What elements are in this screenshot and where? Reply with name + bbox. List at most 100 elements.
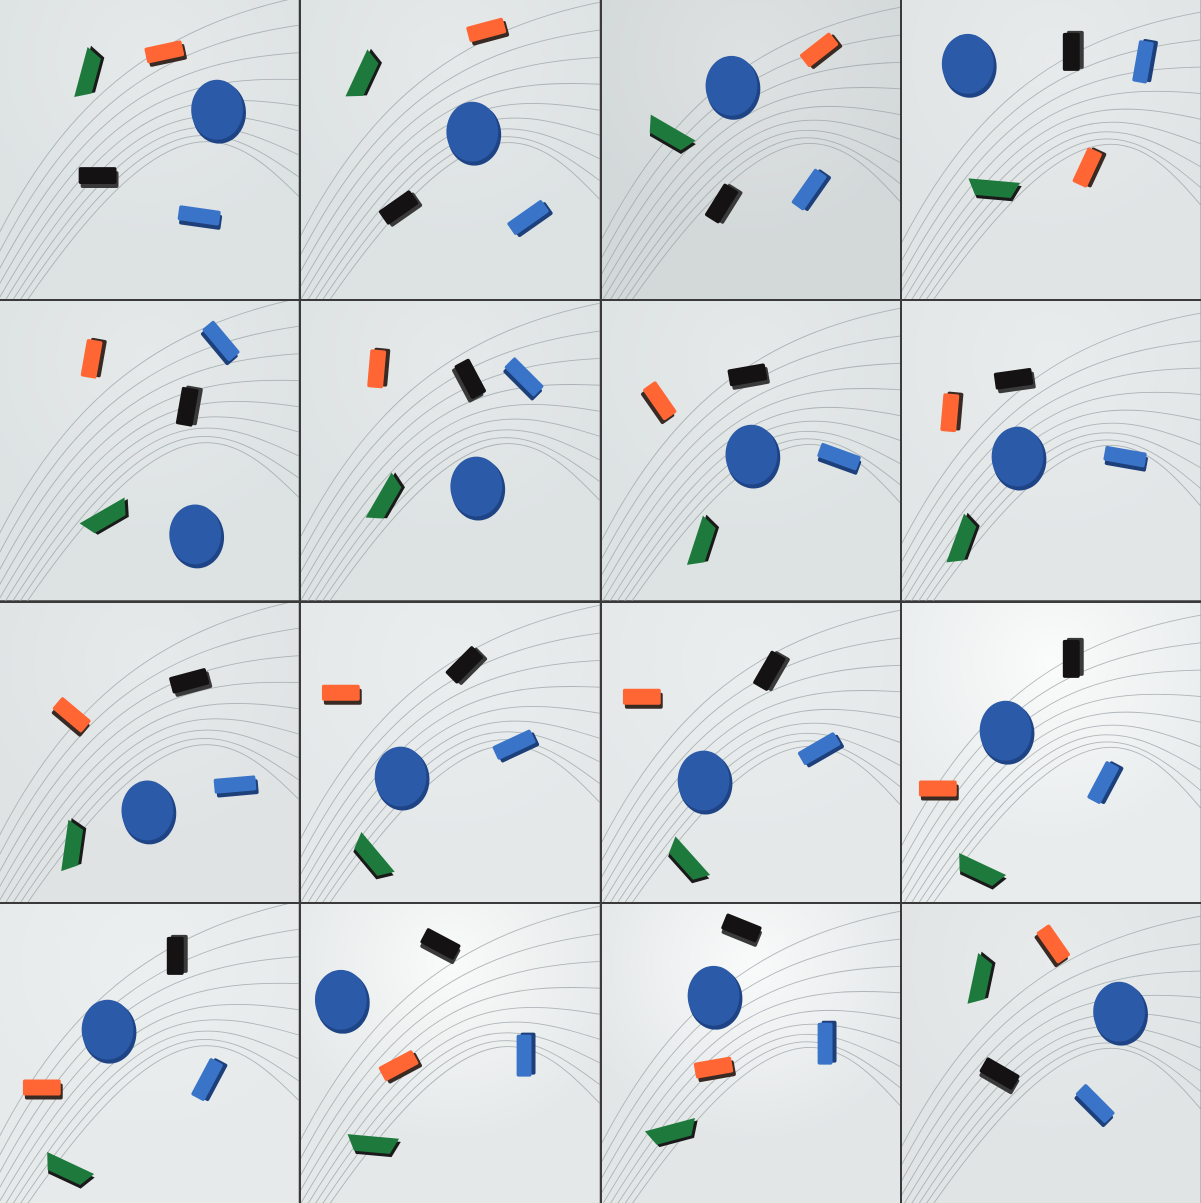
blue-disc-icon bbox=[687, 965, 742, 1030]
blue-block-icon bbox=[516, 1032, 536, 1077]
blue-block-icon bbox=[191, 1058, 228, 1101]
green-wedge-icon bbox=[61, 817, 87, 871]
orange-block-icon bbox=[940, 391, 964, 433]
green-wedge-icon bbox=[353, 831, 395, 879]
green-wedge-icon bbox=[967, 951, 996, 1004]
green-wedge-icon bbox=[79, 497, 129, 536]
blue-disc-icon bbox=[374, 746, 430, 810]
orange-block-icon bbox=[378, 1050, 422, 1084]
orange-block-icon bbox=[799, 32, 842, 69]
photo-frame bbox=[902, 903, 1201, 1203]
black-block-icon bbox=[1063, 30, 1084, 71]
printed-arc-lines bbox=[300, 905, 600, 1203]
green-wedge-icon bbox=[347, 1133, 401, 1157]
blue-disc-icon bbox=[979, 700, 1035, 765]
photo-frame bbox=[300, 602, 600, 902]
orange-block-icon bbox=[466, 17, 509, 46]
printed-arc-lines bbox=[300, 604, 600, 902]
black-block-icon bbox=[720, 913, 762, 947]
orange-block-icon bbox=[919, 780, 960, 801]
orange-block-icon bbox=[693, 1056, 736, 1082]
blue-disc-icon bbox=[991, 426, 1047, 491]
orange-block-icon bbox=[80, 338, 107, 379]
black-block-icon bbox=[994, 368, 1036, 394]
blue-block-icon bbox=[492, 729, 539, 762]
photo-frame bbox=[300, 903, 600, 1203]
green-wedge-icon bbox=[959, 852, 1007, 890]
orange-block-icon bbox=[51, 696, 91, 737]
blue-disc-icon bbox=[942, 33, 997, 98]
orange-block-icon bbox=[640, 381, 676, 425]
blue-disc-icon bbox=[705, 55, 760, 120]
blue-disc-icon bbox=[1093, 981, 1149, 1046]
blue-disc-icon bbox=[450, 456, 505, 521]
black-block-icon bbox=[979, 1057, 1020, 1094]
photo-frame bbox=[300, 301, 600, 601]
blue-block-icon bbox=[1087, 760, 1124, 804]
black-block-icon bbox=[752, 650, 790, 691]
printed-arc-lines bbox=[601, 609, 901, 902]
green-wedge-icon bbox=[644, 1117, 698, 1147]
black-block-icon bbox=[704, 183, 742, 224]
blue-block-icon bbox=[213, 774, 259, 797]
green-wedge-icon bbox=[345, 48, 382, 97]
blue-block-icon bbox=[816, 443, 861, 475]
green-wedge-icon bbox=[365, 472, 405, 519]
green-wedge-icon bbox=[968, 178, 1022, 202]
blue-block-icon bbox=[200, 321, 240, 366]
blue-disc-icon bbox=[314, 969, 370, 1034]
printed-arc-lines bbox=[601, 308, 901, 601]
photo-frame bbox=[902, 602, 1201, 902]
orange-block-icon bbox=[1072, 147, 1107, 188]
green-wedge-icon bbox=[74, 45, 105, 98]
black-block-icon bbox=[1063, 637, 1084, 678]
orange-block-icon bbox=[367, 348, 390, 389]
black-block-icon bbox=[166, 934, 188, 975]
blue-disc-icon bbox=[81, 999, 137, 1064]
black-block-icon bbox=[169, 667, 213, 697]
orange-block-icon bbox=[321, 684, 362, 705]
printed-arc-lines bbox=[902, 11, 1201, 300]
black-block-icon bbox=[420, 927, 461, 964]
green-wedge-icon bbox=[649, 114, 696, 155]
blue-block-icon bbox=[1132, 38, 1159, 84]
black-block-icon bbox=[378, 190, 422, 227]
black-block-icon bbox=[445, 645, 487, 685]
blue-block-icon bbox=[177, 205, 223, 230]
orange-block-icon bbox=[144, 40, 187, 67]
green-wedge-icon bbox=[686, 514, 719, 566]
printed-arc-lines bbox=[300, 303, 600, 601]
printed-arc-lines bbox=[902, 915, 1201, 1203]
photo-frame bbox=[0, 0, 299, 300]
green-wedge-icon bbox=[946, 513, 981, 563]
blue-block-icon bbox=[817, 1020, 837, 1065]
blue-disc-icon bbox=[169, 504, 225, 569]
photo-frame bbox=[601, 0, 901, 300]
photo-frame bbox=[0, 602, 299, 902]
green-wedge-icon bbox=[667, 835, 710, 883]
orange-block-icon bbox=[622, 688, 663, 709]
blue-block-icon bbox=[797, 731, 844, 767]
blue-disc-icon bbox=[191, 79, 246, 144]
black-block-icon bbox=[175, 385, 203, 427]
orange-block-icon bbox=[1034, 924, 1071, 967]
green-wedge-icon bbox=[47, 1151, 95, 1189]
blue-block-icon bbox=[791, 168, 831, 211]
printed-arc-lines bbox=[902, 614, 1201, 902]
black-block-icon bbox=[78, 167, 119, 189]
photo-frame bbox=[0, 903, 299, 1203]
blue-block-icon bbox=[507, 200, 553, 237]
black-block-icon bbox=[727, 363, 770, 390]
blue-disc-icon bbox=[446, 101, 501, 166]
blue-disc-icon bbox=[724, 424, 780, 489]
photo-frame bbox=[902, 301, 1201, 601]
blue-disc-icon bbox=[677, 750, 732, 814]
orange-block-icon bbox=[22, 1079, 63, 1100]
printed-arc-lines bbox=[0, 903, 299, 1203]
blue-block-icon bbox=[503, 357, 544, 401]
blue-block-icon bbox=[1074, 1083, 1115, 1127]
photo-frame bbox=[601, 301, 901, 601]
blue-disc-icon bbox=[121, 780, 177, 844]
photo-frame bbox=[601, 903, 901, 1203]
